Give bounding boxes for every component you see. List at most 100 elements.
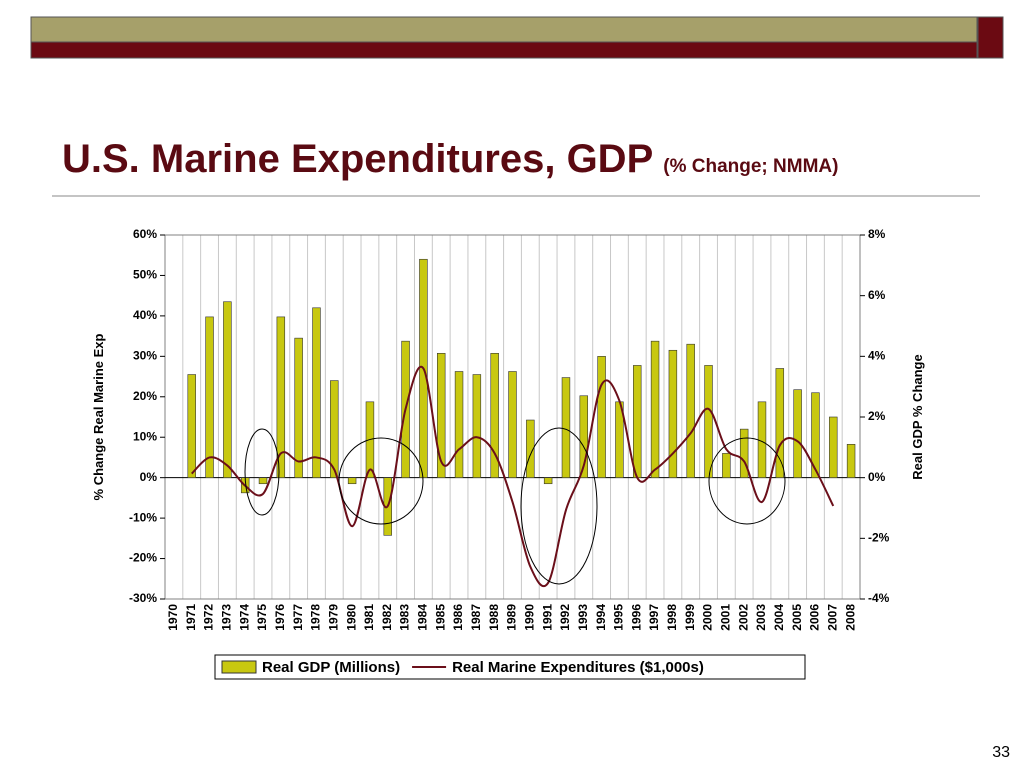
x-tick-label: 2001 bbox=[719, 604, 733, 631]
y-axis-label: % Change Real Marine Exp bbox=[91, 334, 106, 501]
y-tick-label: -20% bbox=[129, 551, 157, 565]
y-tick-label: 0% bbox=[140, 470, 158, 484]
y-tick-label: 60% bbox=[133, 227, 157, 241]
x-tick-label: 1976 bbox=[273, 604, 287, 631]
header-band bbox=[30, 16, 978, 43]
bar bbox=[775, 368, 785, 478]
x-tick-label: 1972 bbox=[202, 604, 216, 631]
x-tick-label: 1993 bbox=[576, 604, 590, 631]
x-tick-label: 1973 bbox=[220, 604, 234, 631]
bar bbox=[846, 443, 856, 478]
y2-axis-label: Real GDP % Change bbox=[910, 354, 925, 479]
bar bbox=[704, 365, 713, 478]
title-sub: (% Change; NMMA) bbox=[663, 156, 838, 177]
annotation-circle bbox=[244, 428, 280, 516]
bar bbox=[686, 343, 695, 478]
bar bbox=[223, 301, 232, 478]
y-tick-label: 30% bbox=[133, 349, 157, 363]
header-square bbox=[977, 16, 1004, 59]
x-tick-label: 1994 bbox=[594, 604, 608, 631]
x-tick-label: 1990 bbox=[522, 604, 536, 631]
x-tick-label: 1992 bbox=[558, 604, 572, 631]
x-tick-label: 1980 bbox=[344, 604, 358, 631]
x-tick-label: 2003 bbox=[754, 604, 768, 631]
bar bbox=[330, 380, 339, 478]
x-tick-label: 2004 bbox=[772, 604, 786, 631]
y2-tick-label: -4% bbox=[868, 591, 890, 605]
bar bbox=[312, 307, 321, 478]
x-tick-label: 1982 bbox=[380, 604, 394, 631]
x-tick-label: 1977 bbox=[291, 604, 305, 631]
x-tick-label: 1979 bbox=[326, 604, 340, 631]
legend-swatch bbox=[221, 660, 257, 674]
bar bbox=[829, 416, 838, 478]
x-tick-label: 1988 bbox=[487, 604, 501, 631]
y2-tick-label: 4% bbox=[868, 349, 886, 363]
bar bbox=[739, 428, 749, 478]
bar bbox=[187, 374, 196, 478]
bar bbox=[722, 453, 731, 478]
x-tick-label: 1984 bbox=[416, 604, 430, 631]
x-tick-label: 1997 bbox=[647, 604, 661, 631]
legend-label: Real GDP (Millions) bbox=[262, 659, 400, 676]
bar bbox=[508, 371, 517, 478]
bar bbox=[543, 477, 553, 485]
y-tick-label: 40% bbox=[133, 308, 157, 322]
y2-tick-label: 8% bbox=[868, 227, 886, 241]
x-tick-label: 2005 bbox=[790, 604, 804, 631]
legend: Real GDP (Millions) Real Marine Expenditu… bbox=[221, 659, 704, 676]
y-tick-label: 10% bbox=[133, 429, 157, 443]
x-tick-label: 2000 bbox=[701, 604, 715, 631]
x-tick-label: 1995 bbox=[612, 604, 626, 631]
x-tick-label: 2007 bbox=[825, 604, 839, 631]
x-tick-label: 1996 bbox=[629, 604, 643, 631]
x-tick-label: 2008 bbox=[843, 604, 857, 631]
annotations bbox=[244, 427, 786, 585]
x-tick-label: 1987 bbox=[469, 604, 483, 631]
x-tick-label: 2006 bbox=[808, 604, 822, 631]
annotation-circle bbox=[338, 437, 424, 525]
bar bbox=[597, 356, 606, 478]
bar bbox=[347, 477, 357, 485]
bar bbox=[454, 371, 464, 478]
line bbox=[191, 365, 835, 588]
bar bbox=[294, 337, 303, 478]
x-tick-label: 1983 bbox=[398, 604, 412, 631]
bar bbox=[579, 395, 589, 478]
bar bbox=[436, 352, 446, 478]
x-tick-label: 1986 bbox=[451, 604, 465, 631]
x-tick-label: 1998 bbox=[665, 604, 679, 631]
bar bbox=[526, 419, 535, 478]
title-main: U.S. Marine Expenditures, GDP bbox=[62, 137, 653, 181]
bar bbox=[668, 349, 678, 478]
x-tick-label: 1989 bbox=[505, 604, 519, 631]
slide-title: U.S. Marine Expenditures, GDP (% Change; … bbox=[62, 137, 838, 181]
header-band-dark bbox=[30, 41, 978, 59]
bar bbox=[793, 389, 802, 478]
x-tick-label: 2002 bbox=[736, 604, 750, 631]
bar bbox=[811, 392, 820, 478]
x-tick-label: 1978 bbox=[309, 604, 323, 631]
plot: -30% -20% -10% 0% 10% 20% 30% 40% 50% 60% -4% -2% 0%… bbox=[129, 227, 890, 631]
annotation-circle bbox=[520, 427, 598, 585]
annotation-circle bbox=[708, 437, 786, 525]
x-tick-label: 1999 bbox=[683, 604, 697, 631]
y-tick-label: -30% bbox=[129, 591, 157, 605]
x-tick-label: 1975 bbox=[255, 604, 269, 631]
bar bbox=[633, 365, 642, 478]
y2-tick-label: 2% bbox=[868, 409, 886, 423]
legend-label: Real Marine Expenditures ($1,000s) bbox=[452, 659, 704, 676]
legend-box bbox=[214, 654, 806, 680]
bar bbox=[205, 316, 214, 478]
bar bbox=[490, 352, 499, 478]
y-tick-label: 20% bbox=[133, 389, 157, 403]
bar bbox=[472, 374, 482, 478]
bar bbox=[561, 377, 571, 478]
y2-tick-label: 6% bbox=[868, 288, 886, 302]
bar bbox=[258, 477, 268, 485]
x-tick-label: 1985 bbox=[433, 604, 447, 631]
y2-tick-label: 0% bbox=[868, 470, 886, 484]
x-tick-label: 1991 bbox=[540, 604, 554, 631]
y2-tick-label: -2% bbox=[868, 531, 890, 545]
